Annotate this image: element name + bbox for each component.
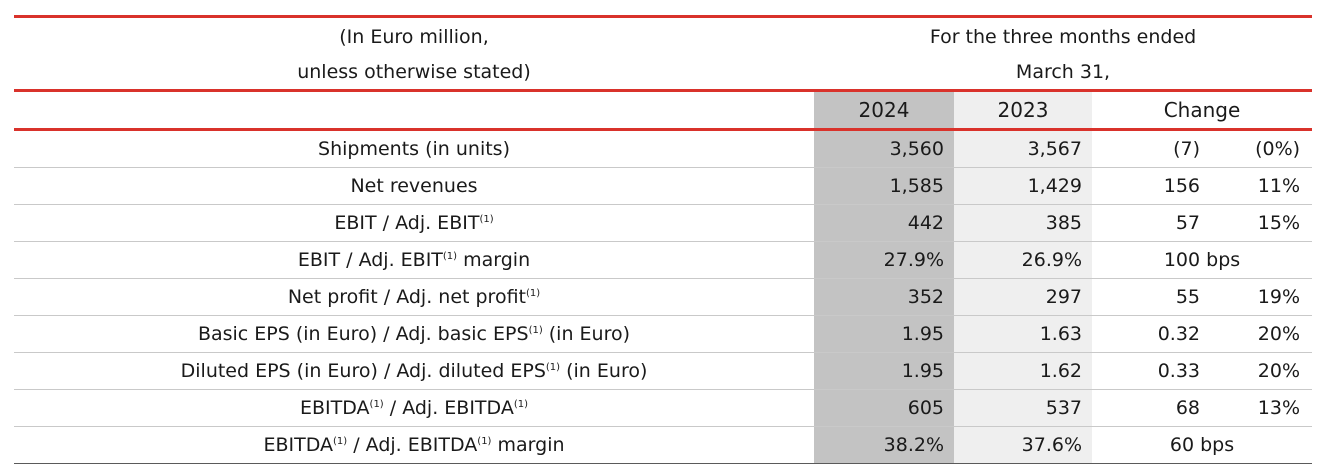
value-2024: 1.95 (814, 315, 954, 353)
table-row: Basic EPS (in Euro) / Adj. basic EPS(1) … (14, 315, 1313, 353)
value-change-percent: 19% (1242, 278, 1313, 316)
value-change: 55 (1092, 278, 1242, 316)
financial-highlights-table-wrap: (In Euro million, For the three months e… (14, 15, 1313, 464)
value-2023: 537 (954, 389, 1092, 427)
value-2024: 1,585 (814, 167, 954, 205)
row-label-text-mid: margin (457, 249, 531, 271)
value-2023: 1,429 (954, 167, 1092, 205)
row-label-text-mid: / Adj. EBITDA (383, 397, 514, 419)
row-label-text: EBIT / Adj. EBIT (334, 212, 480, 234)
column-header-2023: 2023 (954, 90, 1092, 131)
value-change: 0.33 (1092, 352, 1242, 390)
value-2024: 352 (814, 278, 954, 316)
row-label: EBITDA(1) / Adj. EBITDA(1) (14, 389, 814, 427)
row-label-text-mid: (in Euro) (560, 360, 648, 382)
value-change: 100 bps (1092, 241, 1313, 279)
row-label-text: Shipments (in units) (318, 138, 510, 160)
value-2023: 1.62 (954, 352, 1092, 390)
footnote-marker: (1) (526, 288, 541, 299)
value-2024: 3,560 (814, 129, 954, 168)
table-row: Shipments (in units) 3,560 3,567 (7) (0%) (14, 129, 1313, 168)
footnote-marker: (1) (369, 399, 384, 410)
header-period-line2: March 31, (814, 55, 1313, 92)
table-row: EBITDA(1) / Adj. EBITDA(1) 605 537 68 13% (14, 389, 1313, 427)
row-label-text-mid: (in Euro) (542, 323, 631, 345)
value-change-percent: 20% (1242, 315, 1313, 353)
value-2023: 385 (954, 204, 1092, 242)
value-change: 68 (1092, 389, 1242, 427)
value-2024: 27.9% (814, 241, 954, 279)
column-header-2024: 2024 (814, 90, 954, 131)
table-row: EBITDA(1) / Adj. EBITDA(1) margin 38.2% 37… (14, 426, 1313, 464)
row-label: Diluted EPS (in Euro) / Adj. diluted EPS… (14, 352, 814, 390)
financial-highlights-table: (In Euro million, For the three months e… (14, 15, 1313, 464)
footnote-marker-2: (1) (513, 399, 528, 410)
row-label-text: Net revenues (350, 175, 478, 197)
footnote-marker-2: (1) (477, 436, 492, 447)
row-label-text: EBITDA (263, 434, 334, 456)
row-label-text: EBITDA (300, 397, 370, 419)
value-change-percent: 11% (1242, 167, 1313, 205)
header-units-line2: unless otherwise stated) (14, 55, 814, 92)
table-row: EBIT / Adj. EBIT(1) 442 385 57 15% (14, 204, 1313, 242)
value-2023: 1.63 (954, 315, 1092, 353)
header-units-line1: (In Euro million, (14, 15, 814, 55)
value-2023: 297 (954, 278, 1092, 316)
value-change-percent: 13% (1242, 389, 1313, 427)
value-change-percent: (0%) (1242, 129, 1313, 168)
table-row: Net revenues 1,585 1,429 156 11% (14, 167, 1313, 205)
footnote-marker: (1) (442, 251, 458, 262)
footnote-marker: (1) (333, 436, 348, 447)
row-label: Basic EPS (in Euro) / Adj. basic EPS(1) … (14, 315, 814, 353)
value-2024: 1.95 (814, 352, 954, 390)
row-label: EBIT / Adj. EBIT(1) (14, 204, 814, 242)
value-change: (7) (1092, 129, 1242, 168)
footnote-marker: (1) (479, 214, 494, 225)
row-label: Net revenues (14, 167, 814, 205)
row-label-text-tail: margin (491, 434, 565, 456)
value-2023: 37.6% (954, 426, 1092, 464)
header-period-line1: For the three months ended (814, 15, 1313, 55)
value-2024: 605 (814, 389, 954, 427)
row-label: Shipments (in units) (14, 129, 814, 168)
value-change: 60 bps (1092, 426, 1313, 464)
value-2023: 26.9% (954, 241, 1092, 279)
row-label: EBIT / Adj. EBIT(1) margin (14, 241, 814, 279)
value-2024: 442 (814, 204, 954, 242)
value-2024: 38.2% (814, 426, 954, 464)
value-change-percent: 15% (1242, 204, 1313, 242)
value-2023: 3,567 (954, 129, 1092, 168)
value-change-percent: 20% (1242, 352, 1313, 390)
row-label-text: EBIT / Adj. EBIT (297, 249, 443, 271)
header-row-1: (In Euro million, For the three months e… (14, 15, 1313, 55)
footnote-marker: (1) (545, 362, 561, 373)
row-label-text: Diluted EPS (in Euro) / Adj. diluted EPS (180, 360, 546, 382)
row-label-text-mid: / Adj. EBITDA (347, 434, 478, 456)
header-empty-cell (14, 90, 814, 131)
header-row-columns: 2024 2023 Change (14, 90, 1313, 131)
value-change: 57 (1092, 204, 1242, 242)
table-row: EBIT / Adj. EBIT(1) margin 27.9% 26.9% 100 … (14, 241, 1313, 279)
value-change: 156 (1092, 167, 1242, 205)
header-row-2: unless otherwise stated) March 31, (14, 55, 1313, 92)
table-row: Net profit / Adj. net profit(1) 352 297 55 1… (14, 278, 1313, 316)
row-label-text: Basic EPS (in Euro) / Adj. basic EPS (197, 323, 529, 345)
row-label: EBITDA(1) / Adj. EBITDA(1) margin (14, 426, 814, 464)
table-row: Diluted EPS (in Euro) / Adj. diluted EPS… (14, 352, 1313, 390)
value-change: 0.32 (1092, 315, 1242, 353)
row-label-text: Net profit / Adj. net profit (287, 286, 526, 308)
footnote-marker: (1) (528, 325, 543, 336)
row-label: Net profit / Adj. net profit(1) (14, 278, 814, 316)
column-header-change: Change (1092, 90, 1313, 131)
